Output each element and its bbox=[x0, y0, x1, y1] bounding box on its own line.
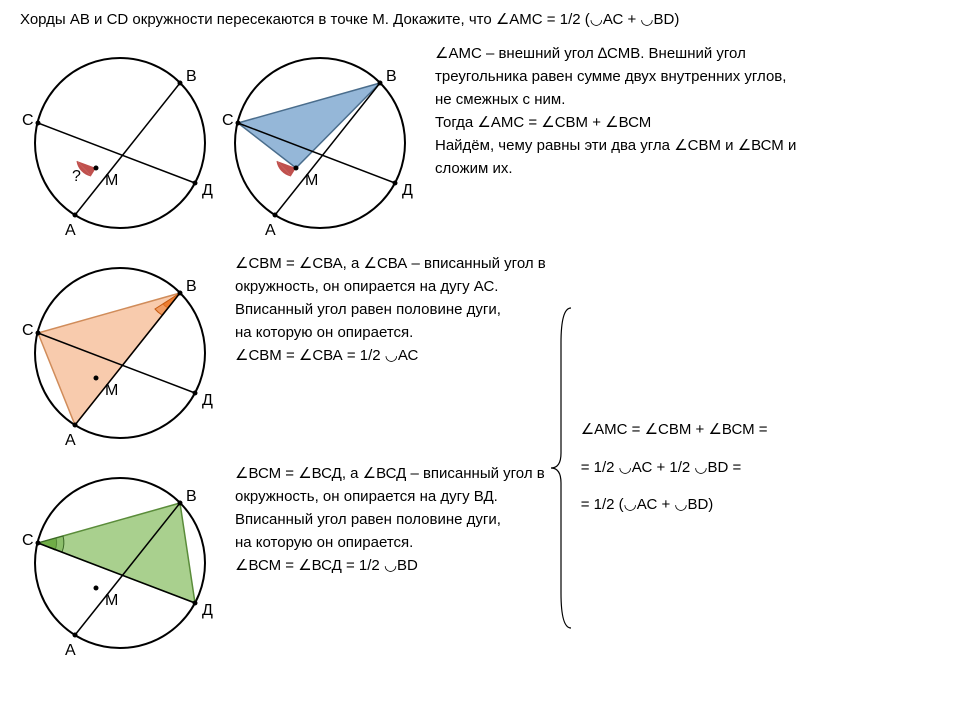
brace-icon bbox=[546, 303, 576, 633]
svg-text:Д: Д bbox=[402, 182, 413, 199]
svg-text:С: С bbox=[22, 532, 34, 549]
svg-text:В: В bbox=[186, 488, 197, 505]
row-step1: С В А Д М ? С В А Д М ∠АМС – внешний уго… bbox=[20, 43, 949, 243]
svg-text:А: А bbox=[65, 432, 76, 449]
row-step2: С В А Д М ∠СВМ = ∠СВА, а ∠СВА – вписанны… bbox=[20, 253, 546, 453]
svg-text:С: С bbox=[22, 322, 34, 339]
lbl-m: М bbox=[105, 172, 118, 189]
conclusion-block: ∠АМС = ∠СВМ + ∠ВСМ = = 1/2 ◡АС + 1/2 ◡ВD… bbox=[546, 303, 768, 633]
problem-statement: Хорды АВ и СD окружности пересекаются в … bbox=[20, 10, 949, 28]
lbl-c: С bbox=[22, 112, 34, 129]
svg-text:В: В bbox=[386, 68, 397, 85]
row-lower: С В А Д М ∠СВМ = ∠СВА, а ∠СВА – вписанны… bbox=[20, 253, 949, 673]
diagram-3: С В А Д М bbox=[20, 253, 220, 453]
svg-text:М: М bbox=[305, 172, 318, 189]
lbl-a: А bbox=[65, 222, 76, 239]
svg-text:Д: Д bbox=[202, 392, 213, 409]
text-step1: ∠АМС – внешний угол ∆СМВ. Внешний угол т… bbox=[420, 43, 796, 181]
svg-text:А: А bbox=[65, 642, 76, 659]
conclusion-text: ∠АМС = ∠СВМ + ∠ВСМ = = 1/2 ◡АС + 1/2 ◡ВD… bbox=[576, 404, 768, 532]
text-step2: ∠СВМ = ∠СВА, а ∠СВА – вписанный угол в о… bbox=[220, 253, 546, 368]
diagram-4: С В А Д М bbox=[20, 463, 220, 663]
svg-text:Д: Д bbox=[202, 602, 213, 619]
diagram-2: С В А Д М bbox=[220, 43, 420, 243]
row-step3: С В А Д М ∠ВСМ = ∠ВСД, а ∠ВСД – вписанны… bbox=[20, 463, 546, 663]
svg-text:С: С bbox=[222, 112, 234, 129]
left-column: С В А Д М ∠СВМ = ∠СВА, а ∠СВА – вписанны… bbox=[20, 253, 546, 673]
lbl-q: ? bbox=[72, 168, 81, 185]
lbl-d: Д bbox=[202, 182, 213, 199]
svg-text:А: А bbox=[265, 222, 276, 239]
diagram-1: С В А Д М ? bbox=[20, 43, 220, 243]
svg-text:М: М bbox=[105, 592, 118, 609]
svg-text:В: В bbox=[186, 278, 197, 295]
text-step3: ∠ВСМ = ∠ВСД, а ∠ВСД – вписанный угол в о… bbox=[220, 463, 545, 578]
svg-text:М: М bbox=[105, 382, 118, 399]
lbl-b: В bbox=[186, 68, 197, 85]
